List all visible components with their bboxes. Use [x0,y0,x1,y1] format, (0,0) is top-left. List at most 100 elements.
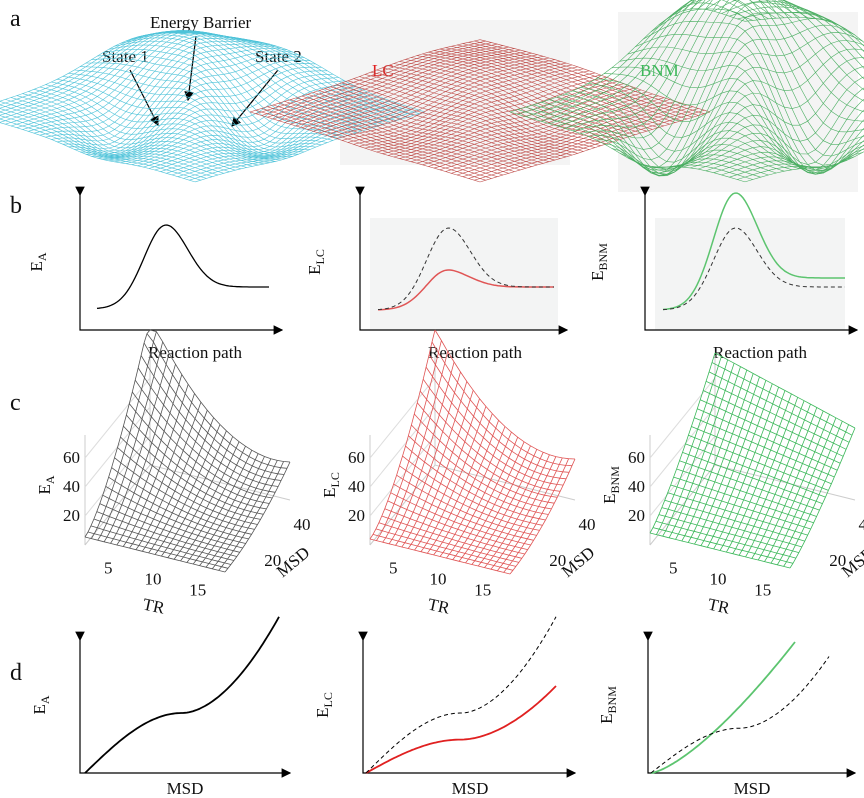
y-label-main: E [313,707,332,717]
x-axis-label: TR [141,595,167,618]
mesh-line [92,67,322,157]
y-axis-label: ELC [320,472,342,498]
x-tick-label: 15 [754,581,771,600]
z-tick-label: 20 [348,506,365,525]
mesh-line [423,379,563,485]
x-axis-label: Reaction path [148,343,242,362]
y-label-sub: LC [313,249,327,264]
y-axis-label: MSD [838,543,864,581]
mesh-line [0,31,224,121]
mesh-line [98,342,163,540]
z-tick-label: 60 [348,448,365,467]
x-axis-label: TR [706,595,732,618]
mesh-line [135,380,275,492]
mesh-line [69,54,299,151]
y-label-main: E [305,264,324,274]
mesh-line [0,32,207,116]
z-tick-label: 60 [63,448,80,467]
y-label-sub: BNM [596,243,610,271]
x-axis-label: MSD [452,779,489,798]
grid-line [85,378,150,458]
mesh-line [446,432,511,558]
y-label-sub: A [43,475,57,484]
x-tick-label: 10 [710,570,727,589]
y-axis-label: EBNM [597,686,619,724]
x-axis-label: MSD [167,779,204,798]
mesh-line [478,452,543,566]
y-label-sub: A [35,252,49,261]
grid-line [370,378,435,458]
grid-line [650,378,715,458]
mesh-line [85,330,150,537]
y-axis-label: EBNM [588,243,610,281]
y-label-sub: A [38,695,52,704]
y-label-main: E [597,713,616,723]
mesh-line [440,427,505,557]
x-tick-label: 5 [389,558,398,577]
mesh-line [23,94,253,167]
z-tick-label: 60 [628,448,645,467]
mesh-line [0,109,207,179]
axes [80,640,290,773]
mesh-line [0,103,224,173]
axes [80,195,282,330]
z-tick-label: 40 [628,477,645,496]
mesh-line [715,353,855,428]
panel-bg [655,218,845,330]
x-tick-label: 15 [474,581,491,600]
x-axis-label: MSD [734,779,771,798]
grid-line [370,436,435,516]
mesh-line [434,420,499,555]
z-tick-label: 20 [628,506,645,525]
axes [363,640,575,773]
x-tick-label: 5 [104,558,113,577]
annotation: Energy Barrier [150,13,252,32]
mesh-line [17,96,247,168]
y-tick-label: 40 [579,515,596,534]
curve [85,617,279,773]
mesh-line [379,523,519,563]
y-axis-label: EA [35,475,57,494]
y-label-main: E [30,704,49,714]
z-tick-label: 40 [348,477,365,496]
mesh-line [472,449,537,564]
x-tick-label: 5 [669,558,678,577]
mesh-line [709,372,849,442]
y-axis-label: EBNM [600,466,622,504]
figure: a b c d Energy Barrier State 1 State 2 L… [0,0,864,798]
y-tick-label: 40 [294,515,311,534]
y-label-sub: LC [328,472,342,487]
axes [648,640,855,773]
x-axis-label: TR [426,595,452,618]
curve [651,642,795,773]
mesh-line [34,89,264,164]
curve [366,686,556,773]
y-axis-label: EA [27,252,49,271]
x-tick-label: 10 [430,570,447,589]
y-axis-label: EA [30,695,52,714]
mesh-line [429,355,569,473]
z-tick-label: 40 [63,477,80,496]
mesh-line [0,31,212,117]
mesh-line [703,391,843,457]
mesh-line [0,112,195,182]
y-axis-label: MSD [273,543,313,581]
curve [651,657,829,774]
mesh-line [132,392,272,498]
y-label-main: E [320,487,339,497]
mesh-line [491,457,556,570]
y-label-main: E [588,270,607,280]
y-label-main: E [35,484,54,494]
mesh-line [97,54,327,143]
mesh-line [706,381,846,449]
y-label-sub: BNM [605,686,619,714]
y-label-main: E [27,261,46,271]
y-axis-label: ELC [305,249,327,275]
x-tick-label: 15 [189,581,206,600]
y-axis-label: ELC [313,692,335,718]
y-tick-label: 40 [859,515,864,534]
mesh-line [426,367,566,479]
y-label-main: E [600,493,619,503]
curve [366,617,556,773]
panel-label: a [10,6,21,32]
